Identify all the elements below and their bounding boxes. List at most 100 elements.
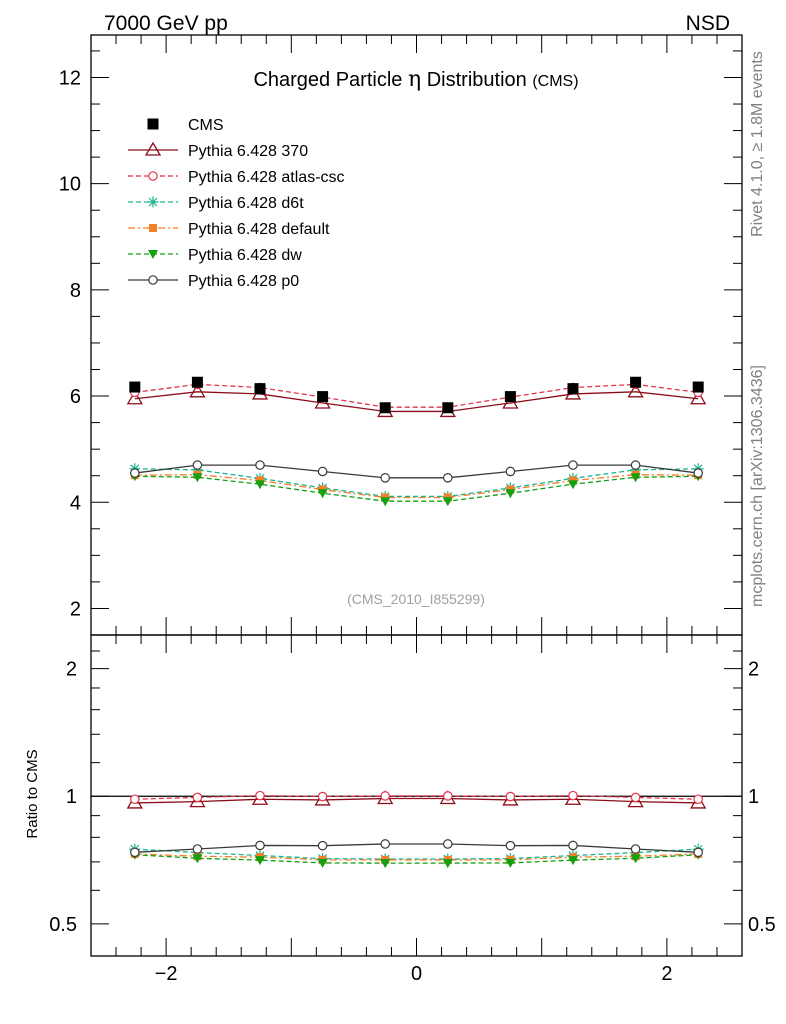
data-point-cms [129, 381, 141, 393]
mcplots-reference-label: mcplots.cern.ch [arXiv:1306.3436] [749, 365, 766, 607]
ratio-y-tick-label-right: 2 [748, 659, 759, 681]
ratio-y-ticks: 0.5 0.5 1 1 2 2 [49, 634, 776, 936]
ratio-line-pythia-6-428-default [134, 853, 699, 861]
ratio-point-pythia-6-428-dw [317, 858, 328, 868]
ratio-line-pythia-6-428-dw [134, 854, 699, 864]
main-panel: 2 4 6 8 10 12 Charged Particle η Distribution… [59, 34, 743, 636]
ratio-panel: 0.5 0.5 1 1 2 2 −2 0 2 Ratio to CMS [24, 634, 776, 985]
main-y-tick-label: 10 [59, 174, 81, 196]
series-point-pythia-6-428-370 [189, 383, 206, 398]
ratio-point-pythia-6-428-p0 [442, 839, 453, 849]
ratio-y-tick-label-left: 2 [66, 659, 77, 681]
ratio-line-pythia-6-428-370 [134, 797, 699, 804]
series-line-pythia-6-428-default [134, 473, 699, 499]
series-point-pythia-6-428-dw [192, 473, 203, 483]
ratio-point-pythia-6-428-atlas-csc [130, 794, 140, 805]
series-point-pythia-6-428-p0 [568, 460, 578, 470]
series-point-pythia-6-428-p0 [630, 460, 641, 470]
series-point-pythia-6-428-p0 [380, 473, 391, 483]
legend-label-pythia-6-428-atlas-csc: Pythia 6.428 atlas-csc [188, 169, 345, 186]
ratio-point-pythia-6-428-atlas-csc [693, 794, 703, 805]
ratio-x-ticks: −2 0 2 [90, 635, 743, 985]
data-point-cms [317, 391, 329, 403]
series-point-pythia-6-428-p0 [505, 466, 516, 477]
ratio-point-pythia-6-428-atlas-csc [192, 792, 203, 803]
legend-label-pythia-6-428-370: Pythia 6.428 370 [188, 143, 308, 160]
data-point-cms [692, 381, 704, 393]
series-point-pythia-6-428-p0 [693, 468, 703, 478]
series-point-pythia-6-428-dw [255, 480, 266, 490]
series-line-pythia-6-428-atlas-csc [134, 383, 699, 408]
energy-label: 7000 GeV pp [104, 12, 228, 35]
x-tick-label: −2 [155, 963, 178, 985]
series-point-pythia-6-428-p0 [442, 473, 453, 483]
main-y-tick-label: 6 [70, 386, 81, 408]
ratio-point-pythia-6-428-p0 [255, 840, 265, 851]
ratio-point-pythia-6-428-p0 [317, 840, 328, 851]
legend-label-pythia-6-428-dw: Pythia 6.428 dw [188, 247, 302, 264]
data-point-cms [567, 383, 579, 395]
ratio-point-pythia-6-428-p0 [380, 839, 391, 849]
series-point-pythia-6-428-p0 [317, 466, 328, 477]
ratio-point-pythia-6-428-dw [380, 859, 391, 869]
ratio-point-pythia-6-428-atlas-csc [505, 791, 516, 802]
ratio-point-pythia-6-428-atlas-csc [380, 791, 391, 801]
main-y-tick-label: 2 [70, 598, 81, 620]
data-point-cms [442, 402, 454, 414]
main-x-ticks [90, 35, 743, 635]
legend-marker-pythia-6-428-dw [148, 250, 158, 259]
ratio-point-pythia-6-428-dw [630, 854, 641, 864]
series-point-pythia-6-428-dw [317, 489, 328, 499]
ratio-point-pythia-6-428-atlas-csc [255, 790, 265, 801]
series-point-pythia-6-428-dw [567, 480, 578, 490]
ratio-series-layer [126, 790, 707, 869]
series-point-pythia-6-428-dw [630, 473, 641, 483]
main-y-tick-label: 4 [70, 492, 81, 514]
series-point-pythia-6-428-370 [126, 390, 143, 405]
ratio-point-pythia-6-428-dw [505, 858, 516, 868]
legend-label-cms: CMS [188, 117, 224, 134]
data-point-cms [254, 383, 266, 395]
ratio-line-pythia-6-428-p0 [134, 843, 699, 853]
process-label: NSD [686, 12, 730, 35]
series-point-pythia-6-428-dw [380, 497, 391, 507]
main-y-tick-label: 8 [70, 280, 81, 302]
data-point-cms [379, 402, 391, 414]
ratio-point-pythia-6-428-p0 [630, 844, 641, 854]
main-y-ticks: 2 4 6 8 10 12 [59, 50, 742, 636]
series-point-pythia-6-428-dw [442, 497, 453, 507]
ratio-point-pythia-6-428-atlas-csc [568, 790, 578, 801]
main-series-layer [126, 376, 707, 507]
legend-marker-pythia-6-428-370 [144, 141, 162, 156]
legend-marker-pythia-6-428-p0 [148, 275, 158, 285]
series-line-pythia-6-428-p0 [134, 464, 699, 479]
ratio-y-axis-label: Ratio to CMS [24, 749, 41, 838]
x-tick-label: 2 [661, 963, 672, 985]
ratio-point-pythia-6-428-dw [192, 854, 203, 864]
legend-marker-pythia-6-428-default [149, 224, 157, 232]
analysis-watermark: (CMS_2010_I855299) [347, 591, 485, 607]
legend-label-pythia-6-428-d6t: Pythia 6.428 d6t [188, 195, 304, 212]
series-point-pythia-6-428-dw [505, 489, 516, 499]
ratio-line-pythia-6-428-d6t [134, 848, 699, 860]
ratio-point-pythia-6-428-dw [255, 856, 266, 866]
data-point-cms [191, 376, 203, 388]
ratio-y-tick-label-right: 1 [748, 786, 759, 808]
data-point-cms [504, 391, 516, 403]
ratio-point-pythia-6-428-atlas-csc [630, 792, 641, 803]
series-line-pythia-6-428-d6t [134, 468, 699, 498]
chart-title: Charged Particle η Distribution (CMS) [253, 67, 578, 92]
legend: CMS Pythia 6.428 370 Pythia 6.428 atlas-cs… [128, 117, 345, 290]
series-line-pythia-6-428-dw [134, 475, 699, 502]
ratio-point-pythia-6-428-dw [567, 856, 578, 866]
x-tick-label: 0 [411, 963, 422, 985]
series-point-pythia-6-428-p0 [192, 460, 203, 470]
series-point-pythia-6-428-370 [627, 383, 644, 398]
legend-marker-cms [147, 118, 159, 130]
series-point-pythia-6-428-370 [690, 390, 707, 405]
legend-marker-pythia-6-428-d6t [147, 196, 159, 208]
series-line-pythia-6-428-370 [134, 391, 699, 413]
ratio-point-pythia-6-428-atlas-csc [442, 791, 453, 801]
legend-marker-pythia-6-428-atlas-csc [148, 171, 158, 181]
